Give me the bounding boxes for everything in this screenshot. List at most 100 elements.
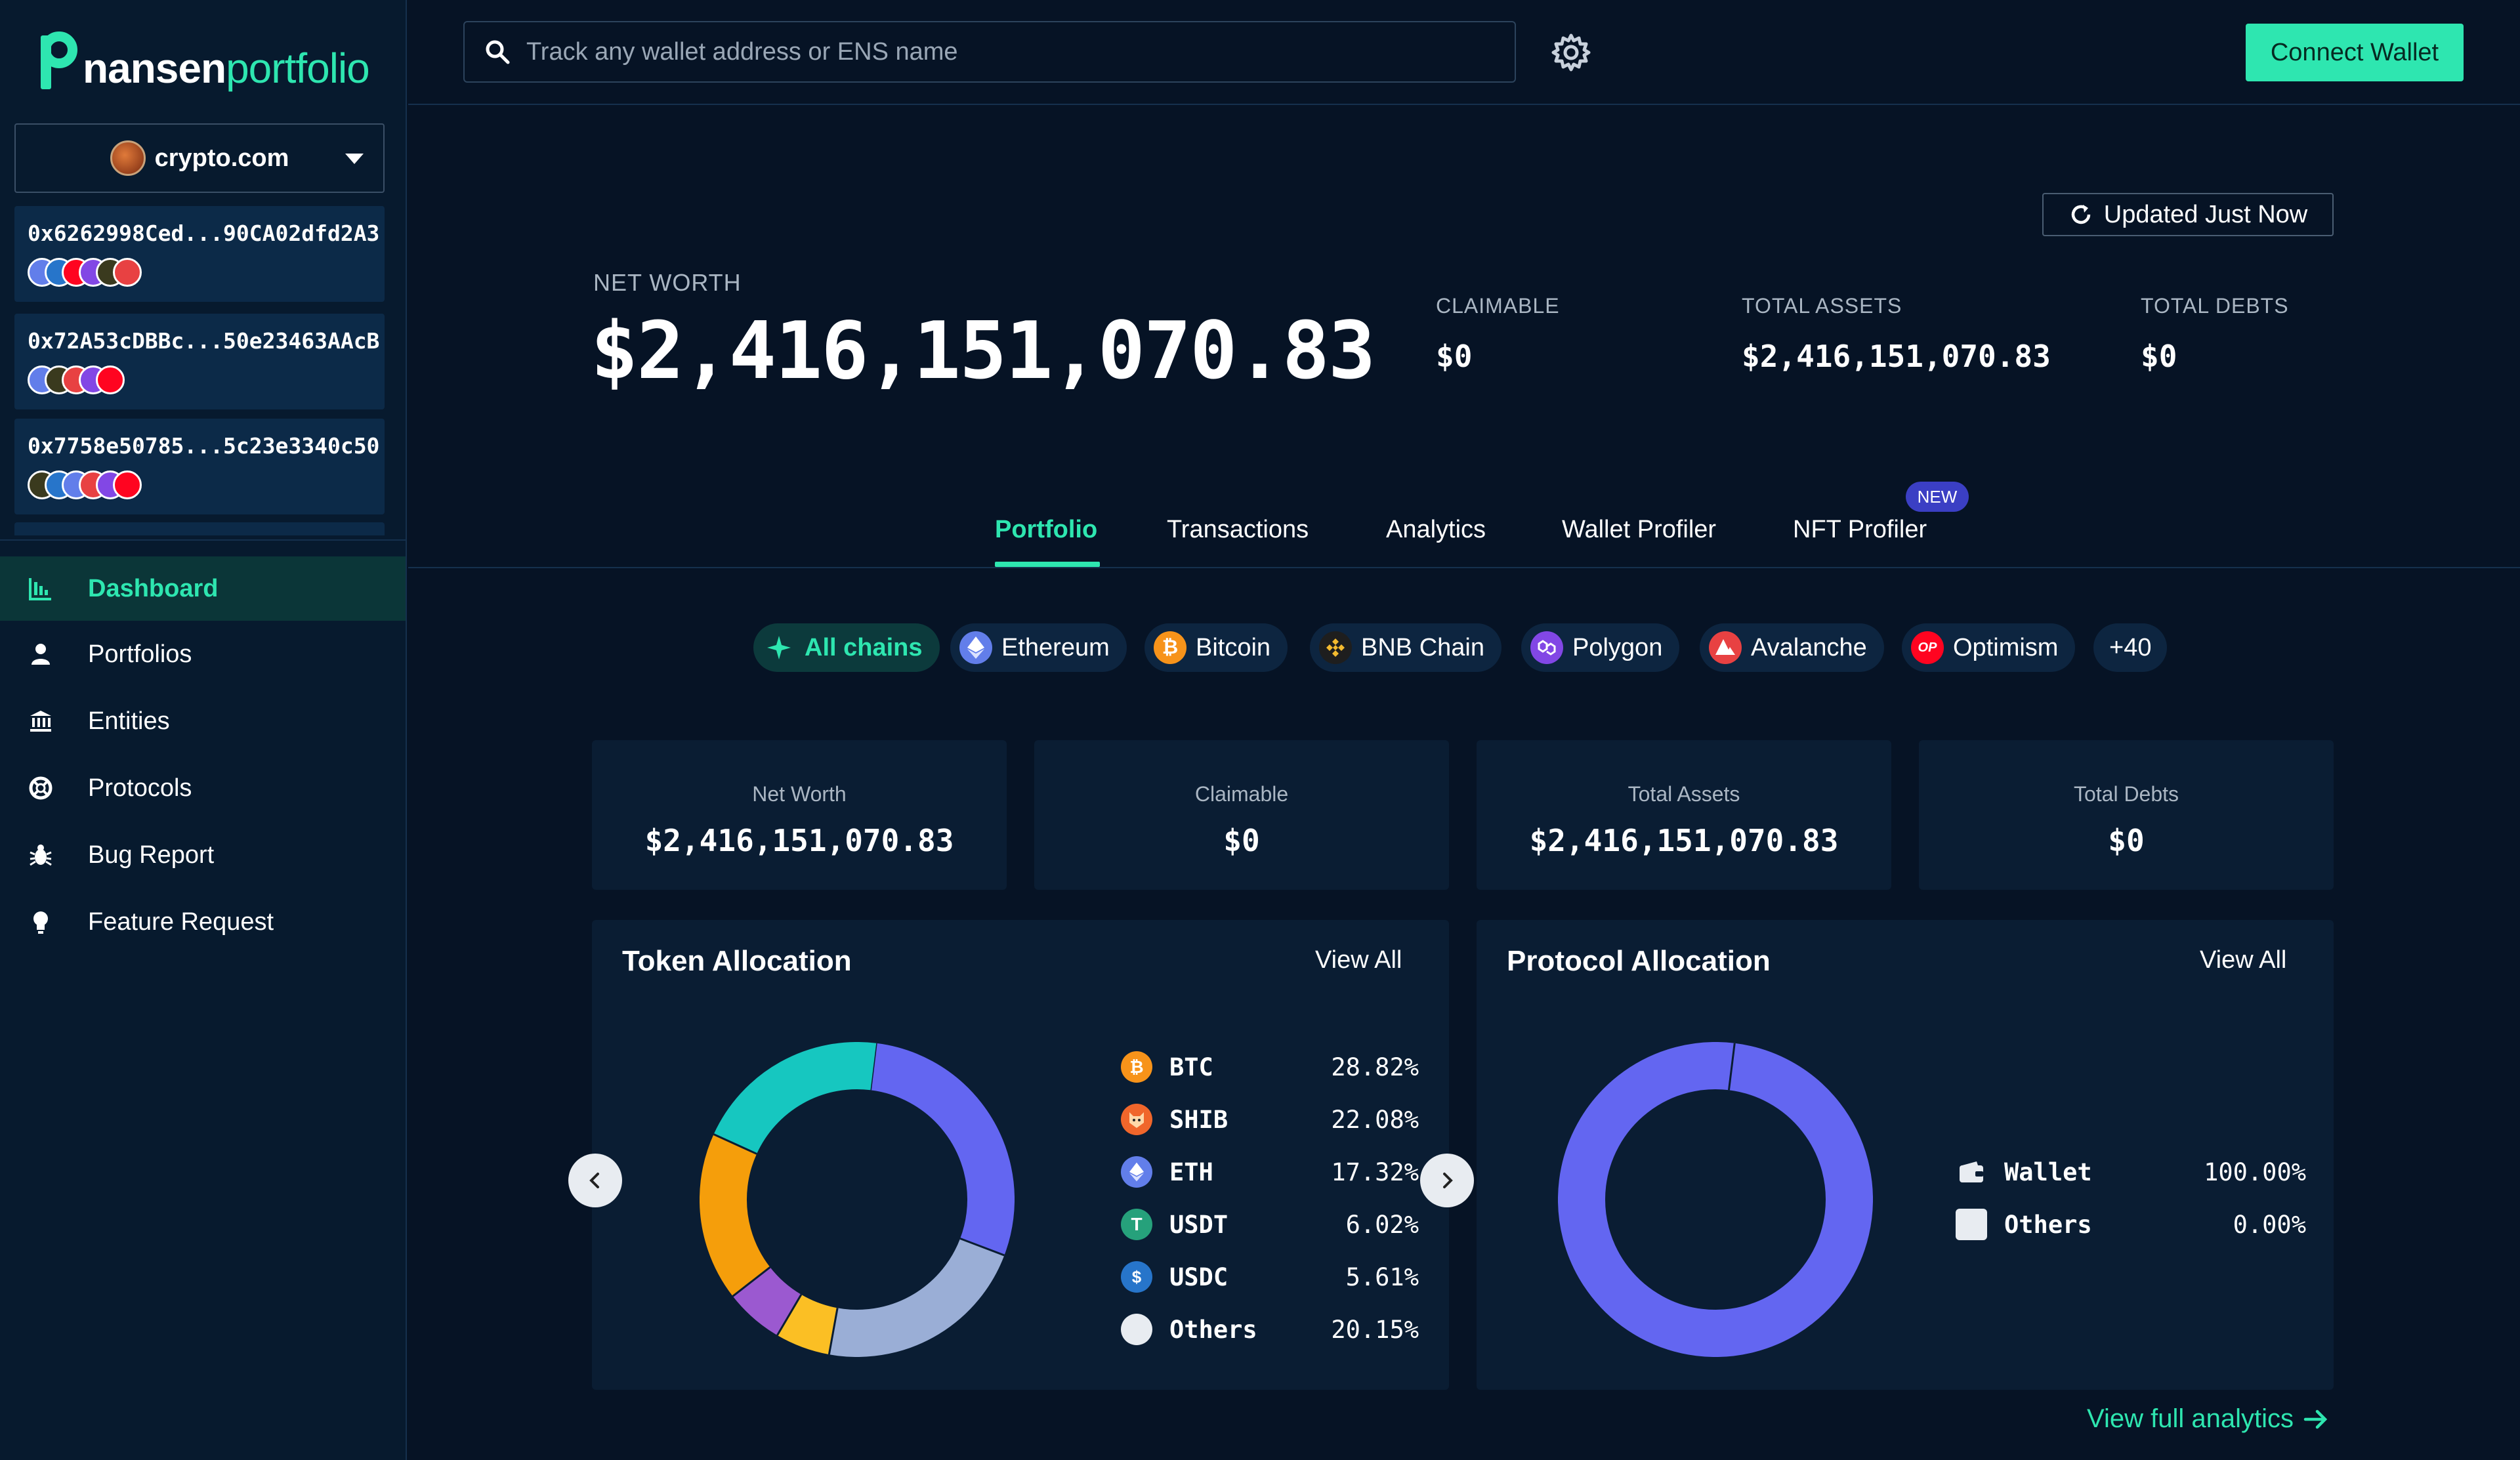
legend-percent: 22.08% [1331, 1105, 1419, 1134]
others-dot-icon [1121, 1314, 1152, 1345]
stat-card-total-assets: Total Assets $2,416,151,070.83 [1477, 740, 1891, 890]
nav-item-protocols[interactable]: Protocols [0, 756, 406, 820]
legend-row-usdt: T USDT 6.02% [1121, 1205, 1419, 1244]
usdc-icon: $ [1121, 1261, 1152, 1293]
chain-filter-ethereum[interactable]: Ethereum [950, 623, 1127, 672]
gear-icon[interactable] [1550, 31, 1592, 73]
token-view-all-link[interactable]: View All [1315, 946, 1402, 974]
shiba-icon [1121, 1104, 1152, 1135]
chain-filter-bitcoin[interactable]: ₿ Bitcoin [1144, 623, 1288, 672]
bug-icon [26, 841, 55, 869]
donut-separator [1727, 1043, 1736, 1091]
entity-select[interactable]: crypto.com [14, 123, 385, 193]
chip-label: BNB Chain [1361, 633, 1484, 661]
wallet-chain-icons [28, 365, 371, 394]
legend-symbol: Wallet [2004, 1158, 2092, 1186]
legend-row-eth: ETH 17.32% [1121, 1152, 1419, 1192]
chip-label: Avalanche [1751, 633, 1867, 661]
nav-item-entities[interactable]: Entities [0, 689, 406, 753]
wallet-address: 0x7758e50785...5c23e3340c50 [28, 433, 380, 459]
legend-symbol: USDC [1169, 1262, 1228, 1291]
chip-label: Ethereum [1001, 633, 1110, 661]
sidebar: nansen portfolio crypto.com 0x6262998Ced… [0, 0, 407, 1460]
arrow-right-icon [2303, 1409, 2328, 1429]
nav-item-dashboard[interactable]: Dashboard [0, 556, 406, 621]
refresh-icon [2071, 205, 2090, 224]
chevron-right-icon [1443, 1173, 1453, 1188]
stat-card-value: $2,416,151,070.83 [644, 823, 954, 858]
legend-symbol: SHIB [1169, 1105, 1228, 1134]
tab-wallet-profiler[interactable]: Wallet Profiler [1562, 516, 1717, 543]
chain-filter-polygon[interactable]: Polygon [1521, 623, 1680, 672]
wallet-item[interactable]: 0x7758e50785...5c23e3340c50 [14, 419, 385, 514]
donut-separator [732, 1266, 771, 1297]
optimism-icon [96, 365, 125, 394]
chip-label: All chains [805, 633, 923, 661]
others-square-icon [1956, 1209, 1987, 1240]
chain-filter-all[interactable]: All chains [753, 623, 940, 672]
bitcoin-icon: ₿ [1154, 631, 1186, 664]
sidebar-divider [0, 539, 407, 541]
legend-symbol: Others [2004, 1210, 2092, 1239]
legend-symbol: BTC [1169, 1053, 1213, 1081]
donut-separator [713, 1133, 757, 1155]
view-full-analytics-link[interactable]: View full analytics [2087, 1404, 2329, 1434]
legend-row-usdc: $ USDC 5.61% [1121, 1257, 1419, 1297]
chain-filter-more[interactable]: +40 [2093, 623, 2168, 672]
net-worth-value: $2,416,151,070.83 [591, 306, 1376, 397]
donut-slice-eth [700, 1042, 1015, 1357]
polygon-icon [1530, 631, 1563, 664]
sparkle-icon [763, 631, 795, 664]
carousel-prev-button[interactable] [568, 1154, 622, 1207]
wallet-chain-icons [28, 258, 371, 287]
bar-chart-icon [26, 574, 55, 603]
tab-portfolio[interactable]: Portfolio [995, 516, 1098, 543]
tab-analytics[interactable]: Analytics [1386, 516, 1486, 543]
stat-card-label: Net Worth [752, 782, 847, 806]
chain-filter-optimism[interactable]: OP Optimism [1902, 623, 2076, 672]
chip-label: Polygon [1572, 633, 1663, 661]
legend-row-btc: ₿ BTC 28.82% [1121, 1047, 1419, 1087]
chevron-down-icon [345, 154, 364, 164]
view-full-analytics-label: View full analytics [2087, 1404, 2294, 1433]
token-allocation-panel: Token Allocation View All ₿ BTC 28.82% S… [592, 920, 1449, 1390]
tab-transactions[interactable]: Transactions [1167, 516, 1309, 543]
total-debts-value: $0 [2141, 339, 2177, 374]
refresh-button[interactable]: Updated Just Now [2042, 193, 2334, 236]
legend-percent: 6.02% [1345, 1210, 1419, 1239]
stat-card-net-worth: Net Worth $2,416,151,070.83 [592, 740, 1007, 890]
stat-card-value: $0 [1223, 823, 1260, 858]
tab-nft-profiler[interactable]: NFT Profiler [1793, 516, 1927, 543]
logo[interactable]: nansen portfolio [37, 24, 370, 89]
nav-label: Protocols [88, 774, 192, 802]
wallet-item[interactable]: 0x6262998Ced...90CA02dfd2A3 [14, 206, 385, 302]
legend-row-shib: SHIB 22.08% [1121, 1100, 1419, 1139]
nav-item-bug-report[interactable]: Bug Report [0, 823, 406, 887]
search-input[interactable] [526, 37, 1478, 66]
protocol-allocation-panel: Protocol Allocation View All Wallet 100.… [1477, 920, 2334, 1390]
tether-icon: T [1121, 1209, 1152, 1240]
donut-slice-shib [700, 1042, 1015, 1357]
search-box[interactable] [463, 21, 1516, 83]
nav-label: Bug Report [88, 841, 215, 869]
connect-wallet-button[interactable]: Connect Wallet [2246, 24, 2464, 81]
panel-title: Token Allocation [622, 945, 852, 977]
donut-slice-wallet [1558, 1042, 1873, 1357]
wallet-item[interactable]: 0x72A53cDBBc...50e23463AAcB [14, 314, 385, 409]
nav-item-portfolios[interactable]: Portfolios [0, 622, 406, 686]
optimism-icon: OP [1911, 631, 1944, 664]
protocol-view-all-link[interactable]: View All [2200, 946, 2287, 974]
bank-icon [26, 707, 55, 736]
chip-label: Optimism [1953, 633, 2059, 661]
lifebuoy-icon [26, 774, 55, 803]
donut-separator [959, 1238, 1005, 1257]
nav-item-feature-request[interactable]: Feature Request [0, 890, 406, 954]
ethereum-icon [1121, 1156, 1152, 1188]
chain-filter-avalanche[interactable]: Avalanche [1700, 623, 1884, 672]
legend-percent: 100.00% [2204, 1158, 2306, 1186]
wallet-item-partial [14, 522, 385, 535]
carousel-next-button[interactable] [1420, 1154, 1474, 1207]
net-worth-label: NET WORTH [593, 269, 742, 296]
chain-filter-bnb-chain[interactable]: BNB Chain [1310, 623, 1502, 672]
donut-slice-others [700, 1042, 1015, 1357]
